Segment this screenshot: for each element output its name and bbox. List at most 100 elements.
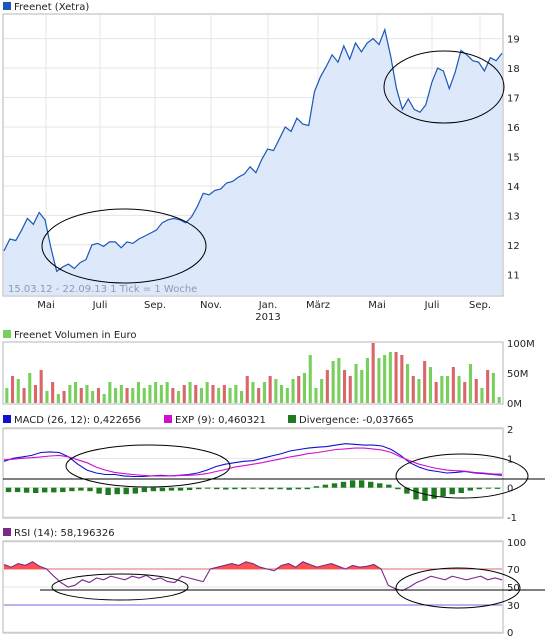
divergence-bar bbox=[467, 487, 473, 491]
exp-line bbox=[3, 447, 503, 477]
rsi-y-axis: 0 30 50 70 100 bbox=[507, 538, 526, 639]
volume-bar bbox=[468, 364, 472, 403]
divergence-bar bbox=[51, 487, 57, 493]
rsi-y-tick: 100 bbox=[507, 538, 526, 549]
divergence-bar bbox=[476, 487, 482, 490]
volume-bar bbox=[406, 364, 410, 403]
volume-bar bbox=[148, 385, 152, 403]
volume-bar bbox=[314, 388, 318, 403]
macd-y-tick: -1 bbox=[507, 513, 517, 524]
rsi-legend-swatch bbox=[3, 528, 11, 536]
volume-bar bbox=[211, 385, 215, 403]
volume-bar bbox=[16, 379, 20, 403]
macd-plot-frame bbox=[2, 427, 504, 519]
volume-bar bbox=[291, 379, 295, 403]
divergence-bar bbox=[177, 487, 184, 491]
divergence-bar bbox=[205, 487, 211, 489]
x-month-label: März bbox=[306, 300, 330, 311]
divergence-bar bbox=[377, 483, 383, 488]
divergence-bar bbox=[168, 487, 175, 491]
divergence-bar bbox=[5, 487, 12, 493]
price-y-tick: 13 bbox=[507, 211, 520, 222]
divergence-bar bbox=[440, 487, 446, 497]
volume-bar bbox=[102, 394, 106, 403]
divergence-bar bbox=[358, 480, 365, 488]
volume-bar bbox=[125, 388, 129, 403]
volume-bar bbox=[240, 391, 244, 403]
volume-bar bbox=[91, 391, 95, 403]
volume-bar bbox=[234, 385, 238, 403]
macd-y-axis: -1 0 1 2 bbox=[507, 425, 517, 524]
rsi-legend-label: RSI (14): 58,196326 bbox=[14, 528, 115, 539]
rsi-y-tick: 50 bbox=[507, 583, 520, 594]
volume-bar bbox=[257, 388, 261, 403]
price-area bbox=[4, 29, 502, 295]
divergence-bar bbox=[349, 480, 356, 488]
volume-bar bbox=[354, 364, 358, 403]
divergence-bar bbox=[96, 487, 102, 494]
macd-y-tick: 2 bbox=[507, 425, 513, 436]
divergence-bar bbox=[42, 487, 48, 493]
price-y-tick: 19 bbox=[507, 35, 520, 46]
divergence-legend-swatch bbox=[288, 415, 296, 423]
volume-bar bbox=[274, 379, 278, 403]
volume-bar bbox=[79, 388, 83, 403]
divergence-bar bbox=[33, 487, 39, 493]
rsi-y-tick: 0 bbox=[507, 628, 513, 639]
volume-bar bbox=[400, 355, 404, 403]
macd-line bbox=[3, 443, 503, 478]
price-y-tick: 11 bbox=[507, 270, 520, 281]
divergence-bar bbox=[449, 487, 455, 495]
volume-bar bbox=[280, 385, 284, 403]
divergence-bar bbox=[196, 487, 202, 490]
exp-legend-swatch bbox=[164, 415, 172, 423]
volume-bar bbox=[428, 367, 432, 403]
divergence-bar bbox=[458, 487, 464, 493]
divergence-bar bbox=[223, 487, 229, 490]
volume-legend-swatch bbox=[3, 330, 11, 338]
divergence-bar bbox=[159, 487, 166, 492]
divergence-bar bbox=[340, 481, 347, 488]
divergence-bar bbox=[485, 487, 492, 489]
volume-bar bbox=[325, 370, 329, 403]
volume-bar bbox=[108, 382, 112, 403]
exp-legend-label: EXP (9): 0,460321 bbox=[175, 415, 266, 426]
divergence-bar bbox=[386, 484, 392, 488]
x-month-label: Juli bbox=[92, 300, 108, 311]
volume-bar bbox=[199, 388, 203, 403]
x-month-label: Jan. bbox=[258, 300, 278, 311]
volume-bar bbox=[457, 376, 461, 403]
volume-bar bbox=[337, 358, 341, 403]
volume-bar bbox=[320, 379, 324, 403]
divergence-bar bbox=[141, 487, 147, 493]
volume-bar bbox=[446, 376, 450, 403]
divergence-bar bbox=[277, 487, 283, 490]
divergence-bar bbox=[250, 487, 256, 489]
x-month-label: Juli bbox=[424, 300, 440, 311]
x-axis-months: Mai Juli Sep. Nov. Jan. März Mai Juli Sep. bbox=[37, 300, 491, 311]
divergence-bar bbox=[259, 487, 265, 490]
volume-bar bbox=[96, 388, 100, 403]
annotation-ellipse-macd-1 bbox=[65, 444, 231, 488]
volume-bar bbox=[331, 361, 335, 403]
volume-bar bbox=[245, 376, 249, 403]
volume-bar bbox=[411, 376, 415, 403]
volume-y-axis: 0M 50M 100M bbox=[507, 339, 535, 410]
divergence-bar bbox=[132, 487, 138, 494]
volume-bar bbox=[423, 361, 427, 403]
volume-bar bbox=[388, 352, 392, 403]
divergence-bar bbox=[69, 487, 75, 492]
price-y-tick: 18 bbox=[507, 64, 520, 75]
price-y-axis: 11 12 13 14 15 16 17 18 19 bbox=[507, 35, 520, 282]
volume-bar bbox=[165, 382, 169, 403]
volume-bar bbox=[68, 385, 72, 403]
volume-bar bbox=[51, 382, 55, 403]
volume-bar bbox=[142, 388, 146, 403]
volume-bar bbox=[205, 382, 209, 403]
divergence-bar bbox=[304, 487, 310, 490]
volume-bar bbox=[394, 352, 398, 403]
volume-bar bbox=[486, 370, 490, 403]
year-label: 2013 bbox=[255, 312, 280, 323]
volume-bar bbox=[119, 385, 123, 403]
volume-bar bbox=[251, 382, 255, 403]
